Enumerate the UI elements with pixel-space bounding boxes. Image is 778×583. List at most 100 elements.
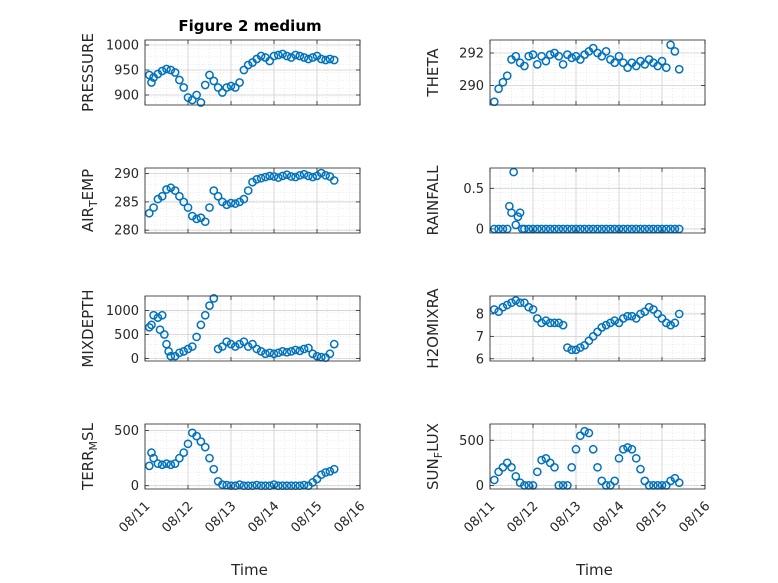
data-markers — [144, 49, 339, 107]
data-point — [674, 309, 684, 319]
axes-box — [489, 295, 706, 362]
data-point — [325, 54, 335, 64]
x-tick-label: 08/14 — [590, 499, 627, 536]
axes-box — [144, 39, 361, 106]
y-tick-label: 0 — [476, 479, 484, 494]
y-tick-label: 0 — [131, 479, 139, 494]
data-point — [636, 309, 645, 319]
data-point — [515, 478, 525, 488]
y-axis-label: TERRMSL — [79, 422, 100, 491]
data-point — [541, 224, 551, 234]
data-point — [213, 83, 223, 92]
data-point — [550, 224, 559, 234]
data-point — [640, 307, 650, 317]
data-point — [312, 474, 322, 484]
data-point — [563, 224, 572, 234]
data-point — [286, 172, 296, 181]
y-tick-label: 280 — [114, 224, 139, 239]
data-point — [541, 56, 551, 66]
y-tick-label: 285 — [114, 195, 139, 210]
data-point — [537, 318, 546, 328]
data-point — [640, 224, 650, 234]
data-point — [179, 197, 189, 207]
x-tick-label: 08/12 — [159, 499, 196, 536]
data-point — [291, 345, 300, 355]
data-point — [278, 171, 287, 181]
x-tick-label: 08/11 — [461, 499, 498, 536]
y-tick-label: 6 — [476, 352, 484, 367]
data-markers — [489, 296, 684, 355]
data-point — [316, 470, 326, 480]
axes-box — [489, 167, 706, 234]
data-point — [515, 208, 525, 218]
data-point — [537, 455, 546, 465]
data-point — [623, 443, 632, 452]
data-point — [200, 80, 210, 90]
data-point — [243, 60, 253, 70]
data-point — [230, 83, 240, 92]
data-point — [157, 310, 167, 320]
data-point — [575, 55, 585, 64]
data-point — [623, 311, 632, 321]
data-point — [295, 346, 305, 356]
data-point — [166, 65, 176, 75]
data-point — [618, 314, 628, 323]
data-point — [226, 198, 236, 208]
data-point — [554, 224, 564, 234]
data-point — [631, 224, 641, 234]
data-point — [545, 318, 555, 328]
data-point — [627, 224, 637, 234]
data-point — [674, 478, 684, 488]
data-point — [153, 313, 163, 323]
data-point — [256, 51, 266, 61]
data-point — [166, 351, 176, 361]
data-point — [580, 426, 589, 436]
data-point — [209, 76, 219, 86]
data-point — [575, 343, 585, 352]
data-point — [498, 462, 508, 472]
data-point — [153, 459, 163, 469]
data-point — [666, 224, 675, 234]
data-point — [524, 224, 534, 234]
data-point — [269, 51, 279, 61]
data-point — [567, 53, 577, 63]
data-point — [222, 83, 232, 92]
data-point — [618, 224, 628, 234]
data-point — [269, 172, 279, 181]
data-point — [304, 343, 313, 353]
data-point — [256, 347, 266, 356]
x-tick-label: 08/16 — [676, 499, 713, 536]
data-point — [175, 453, 184, 463]
x-tick-label: 08/15 — [633, 499, 670, 536]
y-tick-label: 7 — [476, 330, 484, 345]
data-point — [554, 51, 564, 61]
data-point — [631, 314, 641, 323]
data-point — [597, 323, 607, 332]
data-point — [597, 224, 607, 234]
y-axis-label: THETA — [424, 48, 442, 98]
data-point — [653, 61, 663, 71]
data-point — [494, 224, 503, 234]
data-point — [230, 199, 240, 208]
subplot-pressure: 900 950 1000 PRESSURE — [79, 33, 361, 112]
data-point — [278, 49, 287, 59]
data-point — [321, 468, 330, 477]
data-point — [614, 453, 624, 463]
data-point — [610, 224, 620, 234]
data-point — [610, 58, 620, 68]
data-point — [498, 224, 508, 234]
data-point — [252, 174, 262, 184]
data-point — [278, 347, 287, 356]
data-markers — [489, 40, 684, 107]
x-tick-label: 08/15 — [288, 499, 325, 536]
data-point — [558, 320, 568, 330]
data-point — [631, 453, 641, 463]
data-point — [205, 203, 214, 212]
data-point — [588, 444, 598, 454]
y-tick-label: 290 — [114, 167, 139, 182]
data-point — [588, 224, 598, 234]
data-point — [597, 476, 607, 486]
data-point — [649, 305, 658, 314]
data-point — [170, 186, 180, 195]
data-point — [162, 64, 171, 74]
